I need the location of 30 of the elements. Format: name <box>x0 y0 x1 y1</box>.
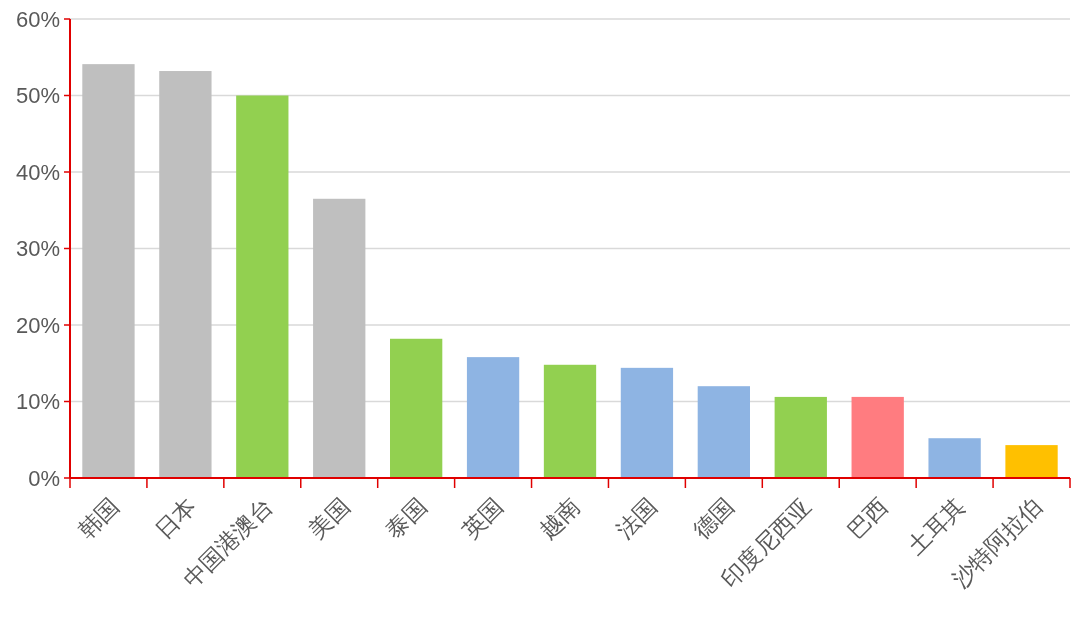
bar <box>313 198 366 478</box>
y-tick-label: 40% <box>15 159 60 185</box>
x-tick-label: 土耳其 <box>902 492 970 560</box>
bar <box>159 71 212 478</box>
y-tick-label: 60% <box>15 6 60 32</box>
x-tick-label: 韩国 <box>72 492 124 544</box>
y-tick-label: 10% <box>15 389 60 414</box>
bar <box>697 386 750 478</box>
x-tick-label: 泰国 <box>380 492 432 544</box>
bar <box>1005 445 1058 478</box>
bar <box>928 438 981 478</box>
y-tick-label: 0% <box>28 465 60 491</box>
y-tick-label: 30% <box>15 236 60 261</box>
bar <box>620 367 674 478</box>
y-tick-label: 50% <box>15 83 60 108</box>
x-tick-label: 法国 <box>611 492 663 544</box>
bar <box>466 357 520 478</box>
x-tick-label: 德国 <box>688 492 740 544</box>
x-tick-label: 日本 <box>149 492 201 544</box>
bar <box>82 64 135 478</box>
bar <box>236 95 289 478</box>
x-tick-label: 英国 <box>457 492 509 544</box>
y-tick-label: 20% <box>15 312 60 338</box>
bar <box>851 396 904 478</box>
x-tick-label: 巴西 <box>841 492 893 544</box>
x-tick-label: 美国 <box>303 492 355 544</box>
x-tick-label: 越南 <box>534 492 586 544</box>
bar <box>543 364 597 478</box>
bar <box>390 338 443 478</box>
bar <box>774 396 827 478</box>
